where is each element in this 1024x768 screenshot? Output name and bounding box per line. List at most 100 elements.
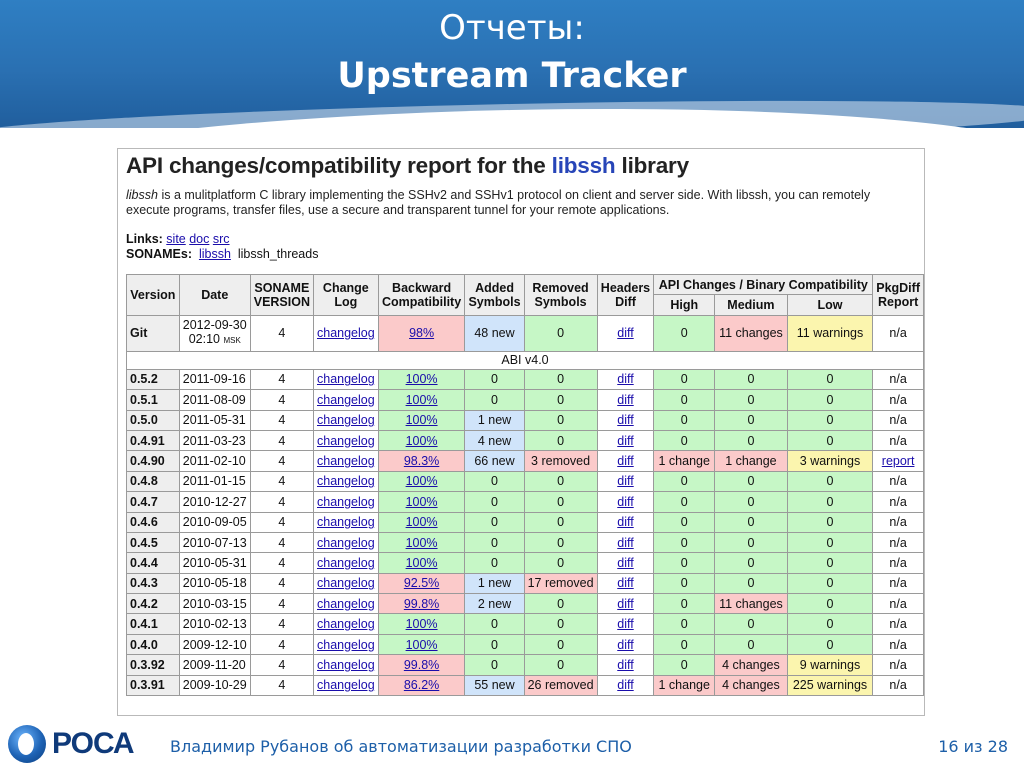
diff-link[interactable]: diff xyxy=(617,657,634,672)
cell-diff: diff xyxy=(596,368,655,391)
compat-report-link[interactable]: 92.5% xyxy=(403,576,440,591)
compat-report-link[interactable]: 100% xyxy=(405,617,438,632)
changelog-link[interactable]: changelog xyxy=(317,657,375,672)
compat-report-link[interactable]: 99.8% xyxy=(403,596,440,611)
cell-low: 0 xyxy=(786,491,874,513)
compat-report-link[interactable]: 100% xyxy=(405,474,438,489)
table-row: 0.4.1 2010-02-13 4 changelog 100% 0 0 diff 0 0 0 n/… xyxy=(126,613,924,635)
cell-soname: 4 xyxy=(249,450,315,472)
cell-compat: 86.2% xyxy=(377,674,466,697)
cell-date: 2010-12-27 xyxy=(178,491,251,513)
cell-compat: 100% xyxy=(377,491,466,513)
cell-diff: diff xyxy=(596,511,655,533)
cell-diff: diff xyxy=(596,491,655,513)
changelog-link[interactable]: changelog xyxy=(317,678,375,693)
pkgdiff-report-link[interactable]: report xyxy=(881,454,915,469)
link-doc[interactable]: doc xyxy=(189,232,210,246)
diff-link[interactable]: diff xyxy=(617,454,634,469)
diff-link[interactable]: diff xyxy=(617,637,634,652)
compat-report-link[interactable]: 100% xyxy=(405,515,438,530)
compat-report-link[interactable]: 100% xyxy=(405,637,438,652)
soname-link-libssh[interactable]: libssh xyxy=(198,247,231,261)
cell-compat: 100% xyxy=(377,633,466,656)
rosa-logo-icon xyxy=(8,725,46,763)
cell-added: 55 new xyxy=(464,674,525,697)
compat-report-link[interactable]: 86.2% xyxy=(403,678,440,693)
changelog-link[interactable]: changelog xyxy=(317,494,375,509)
cell-high: 0 xyxy=(653,654,716,676)
cell-soname: 4 xyxy=(249,470,315,493)
cell-pkgdiff: n/a xyxy=(872,368,924,391)
compat-report-link[interactable]: 100% xyxy=(405,392,438,407)
diff-link[interactable]: diff xyxy=(617,555,634,570)
diff-link[interactable]: diff xyxy=(617,515,634,530)
cell-pkgdiff: n/a xyxy=(872,511,924,533)
diff-link[interactable]: diff xyxy=(617,326,634,341)
changelog-link[interactable]: changelog xyxy=(317,372,375,387)
compat-report-link[interactable]: 98% xyxy=(409,326,435,341)
changelog-link[interactable]: changelog xyxy=(317,433,375,448)
cell-medium: 0 xyxy=(714,613,788,635)
cell-removed: 0 xyxy=(523,389,598,411)
cell-added: 2 new xyxy=(464,593,525,615)
cell-high: 0 xyxy=(653,511,716,533)
link-src[interactable]: src xyxy=(212,232,230,246)
slide-title-line1: Отчеты: xyxy=(439,8,585,48)
changelog-link[interactable]: changelog xyxy=(317,392,375,407)
cell-medium: 0 xyxy=(714,552,788,574)
cell-compat: 100% xyxy=(377,429,466,452)
compat-report-link[interactable]: 98.3% xyxy=(403,454,440,469)
cell-soname: 4 xyxy=(249,593,315,615)
cell-added: 48 new xyxy=(464,314,525,352)
compat-report-link[interactable]: 100% xyxy=(405,535,438,550)
diff-link[interactable]: diff xyxy=(617,535,634,550)
diff-link[interactable]: diff xyxy=(617,413,634,428)
cell-date: 2010-03-15 xyxy=(178,593,251,615)
compat-report-link[interactable]: 100% xyxy=(405,413,438,428)
changelog-link[interactable]: changelog xyxy=(317,326,375,341)
cell-pkgdiff: n/a xyxy=(872,531,924,554)
cell-high: 0 xyxy=(653,572,716,595)
diff-link[interactable]: diff xyxy=(617,494,634,509)
cell-compat: 98.3% xyxy=(377,450,466,472)
cell-pkgdiff: n/a xyxy=(872,552,924,574)
cell-changelog: changelog xyxy=(313,552,379,574)
compat-report-link[interactable]: 100% xyxy=(405,372,438,387)
compat-report-link[interactable]: 100% xyxy=(405,555,438,570)
changelog-link[interactable]: changelog xyxy=(317,535,375,550)
cell-compat: 100% xyxy=(377,470,466,493)
diff-link[interactable]: diff xyxy=(617,596,634,611)
table-row: 0.4.0 2009-12-10 4 changelog 100% 0 0 diff 0 0 0 n/… xyxy=(126,633,924,656)
cell-high: 0 xyxy=(653,409,716,431)
changelog-link[interactable]: changelog xyxy=(317,555,375,570)
changelog-link[interactable]: changelog xyxy=(317,617,375,632)
diff-link[interactable]: diff xyxy=(617,474,634,489)
cell-medium: 4 changes xyxy=(714,674,788,697)
cell-compat: 100% xyxy=(377,511,466,533)
changelog-link[interactable]: changelog xyxy=(317,474,375,489)
diff-link[interactable]: diff xyxy=(617,433,634,448)
table-row: 0.4.90 2011-02-10 4 changelog 98.3% 66 new 3 r… xyxy=(126,450,924,472)
changelog-link[interactable]: changelog xyxy=(317,413,375,428)
diff-link[interactable]: diff xyxy=(617,372,634,387)
cell-diff: diff xyxy=(596,409,655,431)
changelog-link[interactable]: changelog xyxy=(317,515,375,530)
table-row: 0.3.91 2009-10-29 4 changelog 86.2% 55 new 26 … xyxy=(126,674,924,697)
changelog-link[interactable]: changelog xyxy=(317,596,375,611)
cell-medium: 0 xyxy=(714,491,788,513)
changelog-link[interactable]: changelog xyxy=(317,576,375,591)
compat-report-link[interactable]: 100% xyxy=(405,433,438,448)
changelog-link[interactable]: changelog xyxy=(317,637,375,652)
diff-link[interactable]: diff xyxy=(617,617,634,632)
diff-link[interactable]: diff xyxy=(617,678,634,693)
compat-report-link[interactable]: 100% xyxy=(405,494,438,509)
cell-removed: 0 xyxy=(523,470,598,493)
link-site[interactable]: site xyxy=(166,232,186,246)
diff-link[interactable]: diff xyxy=(617,576,634,591)
diff-link[interactable]: diff xyxy=(617,392,634,407)
changelog-link[interactable]: changelog xyxy=(317,454,375,469)
compatibility-table: Version Date SONAME VERSION Change Log Bac… xyxy=(126,273,924,697)
cell-removed: 0 xyxy=(523,511,598,533)
col-version: Version xyxy=(126,274,180,316)
compat-report-link[interactable]: 99.8% xyxy=(403,657,440,672)
